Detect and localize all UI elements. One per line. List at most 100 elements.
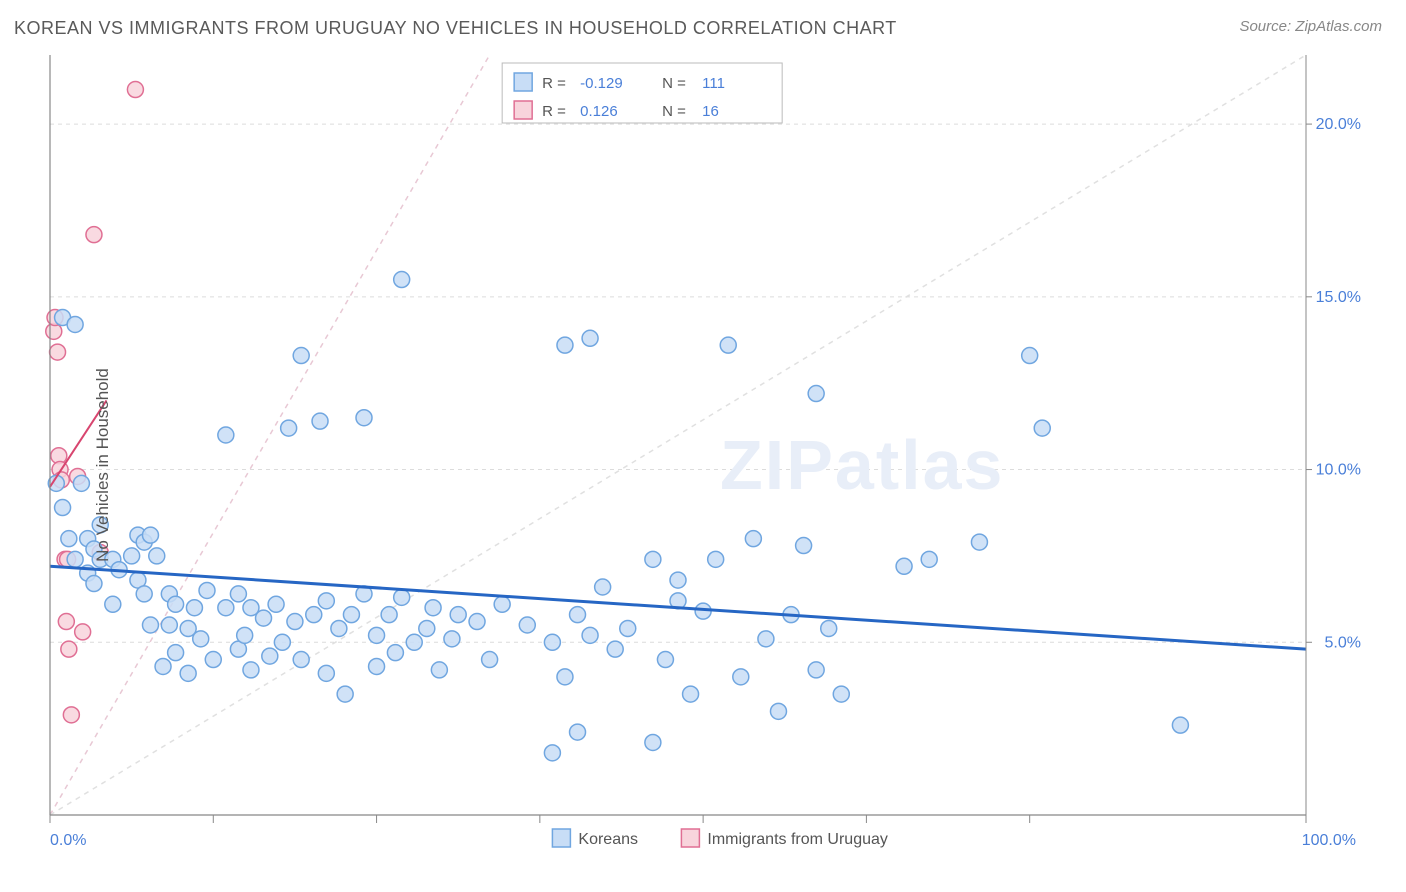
data-point bbox=[425, 600, 441, 616]
legend-swatch bbox=[552, 829, 570, 847]
data-point bbox=[645, 551, 661, 567]
legend-r-value: 0.126 bbox=[580, 103, 618, 120]
data-point bbox=[67, 551, 83, 567]
data-point bbox=[161, 617, 177, 633]
data-point bbox=[683, 686, 699, 702]
scatter-plot-svg: 0.0%100.0%5.0%10.0%15.0%20.0%R =-0.129N … bbox=[0, 45, 1406, 885]
legend-r-label: R = bbox=[542, 103, 566, 120]
data-point bbox=[733, 669, 749, 685]
data-point bbox=[670, 572, 686, 588]
data-point bbox=[444, 631, 460, 647]
data-point bbox=[796, 538, 812, 554]
data-point bbox=[394, 589, 410, 605]
chart-source: Source: ZipAtlas.com bbox=[1239, 18, 1382, 35]
chart-title: KOREAN VS IMMIGRANTS FROM URUGUAY NO VEH… bbox=[14, 18, 897, 39]
data-point bbox=[607, 641, 623, 657]
data-point bbox=[237, 627, 253, 643]
data-point bbox=[896, 558, 912, 574]
data-point bbox=[808, 386, 824, 402]
data-point bbox=[61, 641, 77, 657]
data-point bbox=[124, 548, 140, 564]
data-point bbox=[745, 531, 761, 547]
data-point bbox=[494, 596, 510, 612]
data-point bbox=[1172, 717, 1188, 733]
data-point bbox=[281, 420, 297, 436]
data-point bbox=[243, 662, 259, 678]
data-point bbox=[1022, 348, 1038, 364]
data-point bbox=[544, 745, 560, 761]
legend-n-label: N = bbox=[662, 103, 686, 120]
data-point bbox=[50, 344, 66, 360]
legend-swatch bbox=[514, 73, 532, 91]
data-point bbox=[218, 427, 234, 443]
data-point bbox=[387, 645, 403, 661]
data-point bbox=[180, 665, 196, 681]
data-point bbox=[268, 596, 284, 612]
data-point bbox=[262, 648, 278, 664]
legend-n-label: N = bbox=[662, 75, 686, 92]
data-point bbox=[720, 337, 736, 353]
data-point bbox=[570, 607, 586, 623]
data-point bbox=[708, 551, 724, 567]
data-point bbox=[205, 652, 221, 668]
legend-series-label: Immigrants from Uruguay bbox=[707, 831, 888, 848]
data-point bbox=[287, 614, 303, 630]
data-point bbox=[337, 686, 353, 702]
data-point bbox=[369, 658, 385, 674]
data-point bbox=[168, 645, 184, 661]
data-point bbox=[519, 617, 535, 633]
y-axis-label: No Vehicles in Household bbox=[93, 368, 113, 562]
data-point bbox=[469, 614, 485, 630]
data-point bbox=[312, 413, 328, 429]
data-point bbox=[971, 534, 987, 550]
data-point bbox=[73, 475, 89, 491]
data-point bbox=[419, 620, 435, 636]
data-point bbox=[582, 330, 598, 346]
legend-swatch bbox=[514, 101, 532, 119]
data-point bbox=[199, 582, 215, 598]
data-point bbox=[86, 576, 102, 592]
x-tick-label: 100.0% bbox=[1302, 832, 1356, 849]
data-point bbox=[155, 658, 171, 674]
data-point bbox=[218, 600, 234, 616]
data-point bbox=[127, 82, 143, 98]
data-point bbox=[193, 631, 209, 647]
data-point bbox=[645, 734, 661, 750]
data-point bbox=[168, 596, 184, 612]
data-point bbox=[256, 610, 272, 626]
data-point bbox=[595, 579, 611, 595]
data-point bbox=[394, 272, 410, 288]
data-point bbox=[921, 551, 937, 567]
data-point bbox=[1034, 420, 1050, 436]
chart-area: No Vehicles in Household ZIPatlas 0.0%10… bbox=[0, 45, 1406, 885]
legend-swatch bbox=[681, 829, 699, 847]
data-point bbox=[61, 531, 77, 547]
data-point bbox=[86, 227, 102, 243]
data-point bbox=[356, 410, 372, 426]
data-point bbox=[770, 703, 786, 719]
data-point bbox=[557, 337, 573, 353]
y-tick-label: 20.0% bbox=[1316, 116, 1361, 133]
data-point bbox=[758, 631, 774, 647]
data-point bbox=[58, 614, 74, 630]
data-point bbox=[343, 607, 359, 623]
data-point bbox=[582, 627, 598, 643]
data-point bbox=[431, 662, 447, 678]
legend-r-label: R = bbox=[542, 75, 566, 92]
legend-series-label: Koreans bbox=[578, 831, 638, 848]
data-point bbox=[318, 665, 334, 681]
data-point bbox=[63, 707, 79, 723]
legend-r-value: -0.129 bbox=[580, 75, 623, 92]
data-point bbox=[186, 600, 202, 616]
data-point bbox=[142, 527, 158, 543]
data-point bbox=[149, 548, 165, 564]
data-point bbox=[833, 686, 849, 702]
data-point bbox=[808, 662, 824, 678]
data-point bbox=[274, 634, 290, 650]
data-point bbox=[75, 624, 91, 640]
y-tick-label: 10.0% bbox=[1316, 462, 1361, 479]
data-point bbox=[369, 627, 385, 643]
data-point bbox=[230, 586, 246, 602]
data-point bbox=[331, 620, 347, 636]
data-point bbox=[482, 652, 498, 668]
